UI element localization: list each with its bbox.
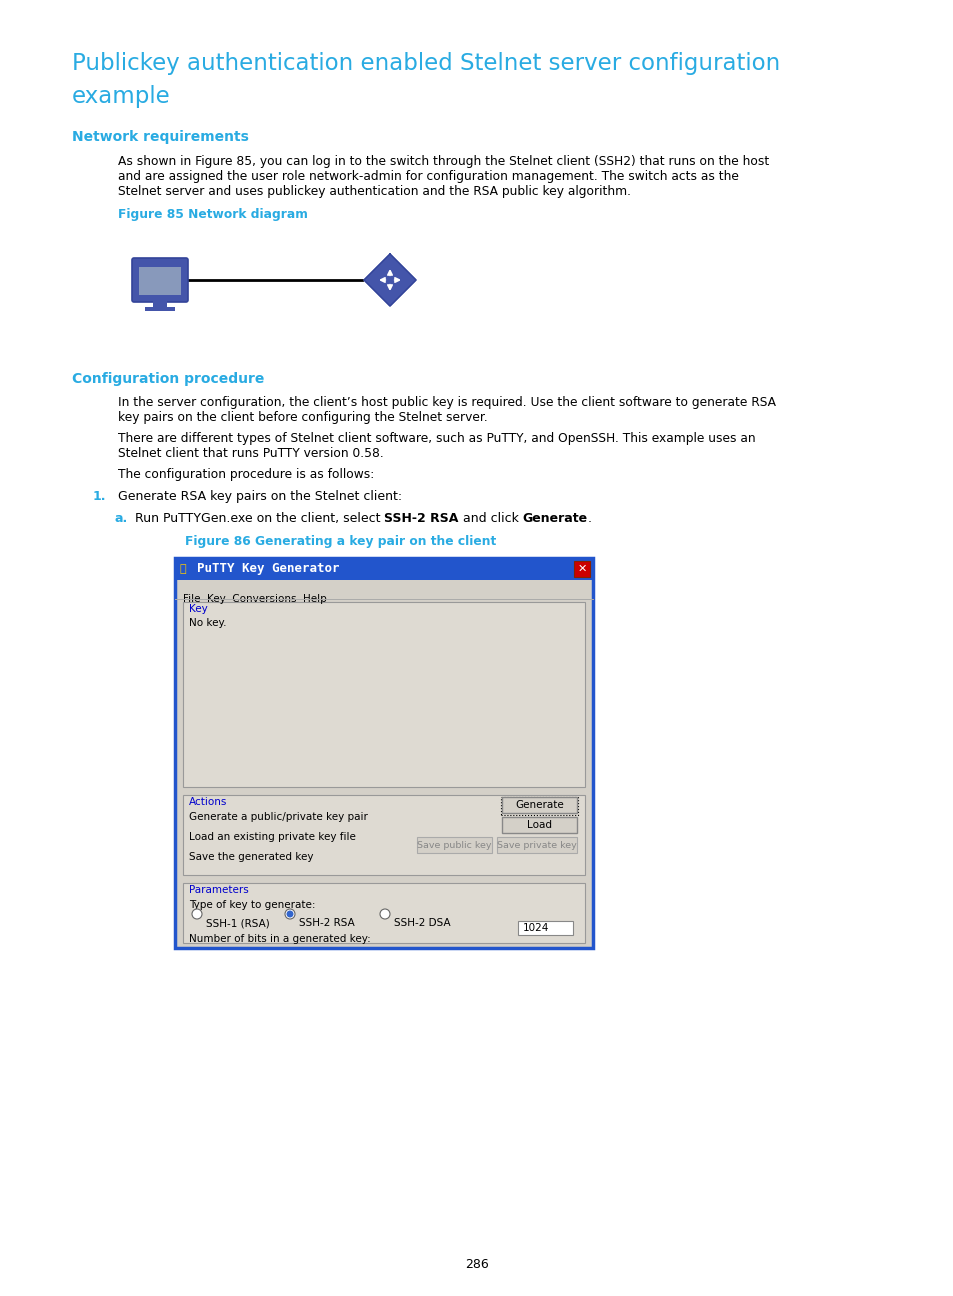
Text: Key: Key (189, 604, 208, 614)
Text: and click: and click (458, 512, 522, 525)
Text: In the server configuration, the client’s host public key is required. Use the c: In the server configuration, the client’… (118, 397, 775, 410)
FancyBboxPatch shape (517, 921, 573, 934)
Text: key pairs on the client before configuring the Stelnet server.: key pairs on the client before configuri… (118, 411, 487, 424)
FancyBboxPatch shape (501, 816, 577, 833)
Text: 1024: 1024 (522, 923, 549, 933)
Text: SSH-1 (RSA): SSH-1 (RSA) (206, 918, 270, 928)
Text: Save public key: Save public key (416, 841, 491, 849)
Text: Load an existing private key file: Load an existing private key file (189, 832, 355, 842)
Circle shape (192, 908, 202, 919)
Text: .: . (587, 512, 591, 525)
Text: Save private key: Save private key (497, 841, 577, 849)
Text: 286: 286 (465, 1258, 488, 1271)
Text: SSH-2 RSA: SSH-2 RSA (298, 918, 355, 928)
Text: Load: Load (526, 820, 552, 829)
Text: Figure 86 Generating a key pair on the client: Figure 86 Generating a key pair on the c… (185, 535, 496, 548)
Text: As shown in Figure 85, you can log in to the switch through the Stelnet client (: As shown in Figure 85, you can log in to… (118, 156, 768, 168)
Text: The configuration procedure is as follows:: The configuration procedure is as follow… (118, 468, 374, 481)
FancyBboxPatch shape (183, 794, 584, 875)
Text: PuTTY Key Generator: PuTTY Key Generator (196, 562, 339, 575)
Text: Configuration procedure: Configuration procedure (71, 372, 264, 386)
Text: example: example (71, 86, 171, 108)
Text: Run PuTTYGen.exe on the client, select: Run PuTTYGen.exe on the client, select (135, 512, 384, 525)
Text: Type of key to generate:: Type of key to generate: (189, 899, 315, 910)
Text: Number of bits in a generated key:: Number of bits in a generated key: (189, 934, 371, 943)
Text: No key.: No key. (189, 618, 226, 629)
Text: a.: a. (115, 512, 128, 525)
Circle shape (379, 908, 390, 919)
Circle shape (286, 911, 294, 918)
FancyBboxPatch shape (416, 837, 492, 853)
Text: ✕: ✕ (577, 564, 586, 574)
Polygon shape (364, 254, 416, 306)
Bar (574, 561, 589, 577)
Text: Stelnet client that runs PuTTY version 0.58.: Stelnet client that runs PuTTY version 0… (118, 447, 383, 460)
Text: SSH-2 DSA: SSH-2 DSA (394, 918, 450, 928)
FancyBboxPatch shape (183, 603, 584, 787)
Text: Figure 85 Network diagram: Figure 85 Network diagram (118, 207, 308, 222)
Text: File  Key  Conversions  Help: File Key Conversions Help (183, 594, 327, 604)
Text: Save the generated key: Save the generated key (189, 851, 314, 862)
Text: Generate RSA key pairs on the Stelnet client:: Generate RSA key pairs on the Stelnet cl… (118, 490, 402, 503)
Circle shape (285, 908, 294, 919)
Text: and are assigned the user role network-admin for configuration management. The s: and are assigned the user role network-a… (118, 170, 739, 183)
Text: Parameters: Parameters (189, 885, 249, 896)
FancyBboxPatch shape (183, 883, 584, 943)
Bar (152, 299, 167, 307)
FancyBboxPatch shape (501, 797, 577, 813)
Text: Generate: Generate (515, 800, 563, 810)
Text: Generate a public/private key pair: Generate a public/private key pair (189, 813, 368, 822)
Bar (145, 307, 174, 311)
Text: Network requirements: Network requirements (71, 130, 249, 144)
Text: Stelnet server and uses publickey authentication and the RSA public key algorith: Stelnet server and uses publickey authen… (118, 185, 630, 198)
Text: 🔑: 🔑 (180, 564, 187, 574)
Text: Actions: Actions (189, 797, 227, 807)
Text: SSH-2 RSA: SSH-2 RSA (384, 512, 458, 525)
Bar (174, 559, 593, 581)
FancyBboxPatch shape (139, 267, 181, 295)
Text: Generate: Generate (522, 512, 587, 525)
Text: There are different types of Stelnet client software, such as PuTTY, and OpenSSH: There are different types of Stelnet cli… (118, 432, 755, 445)
Text: 1.: 1. (92, 490, 107, 503)
FancyBboxPatch shape (497, 837, 577, 853)
Text: Publickey authentication enabled Stelnet server configuration: Publickey authentication enabled Stelnet… (71, 52, 780, 75)
Bar (174, 559, 593, 947)
FancyBboxPatch shape (132, 258, 188, 302)
